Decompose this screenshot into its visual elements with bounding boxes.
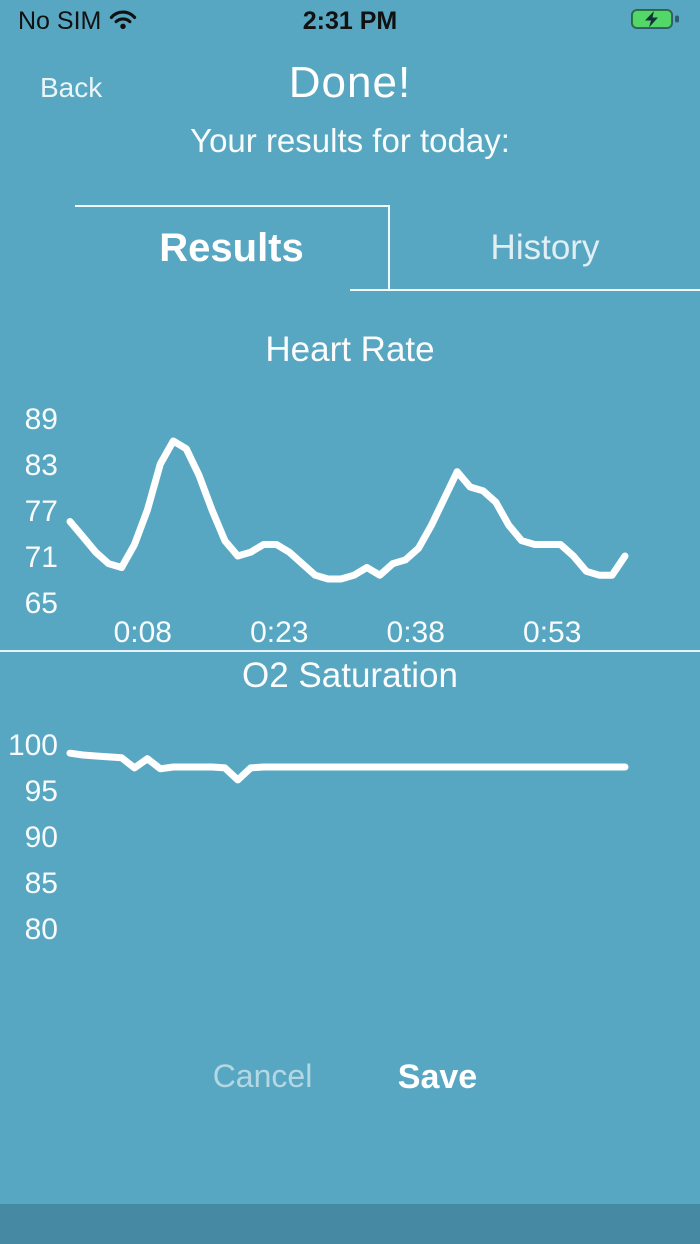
chart-data-line [66, 749, 629, 784]
wifi-icon [109, 9, 137, 34]
x-tick-label: 0:23 [250, 616, 308, 649]
heart-rate-chart: 89 83 77 71 65 0:08 0:23 0:38 0:53 [25, 403, 629, 649]
section-divider [0, 650, 700, 652]
chart-data-line [66, 437, 629, 583]
cancel-button[interactable]: Cancel [175, 1058, 350, 1095]
back-button[interactable]: Back [40, 72, 103, 103]
status-right [630, 6, 682, 37]
tab-border-top [75, 205, 390, 207]
y-tick-label: 89 [25, 403, 58, 436]
y-tick-label: 100 [8, 729, 58, 762]
tab-border-bottom [350, 289, 700, 291]
carrier-label: No SIM [18, 6, 102, 35]
page-title: Done! [288, 58, 412, 107]
page-subtitle: Your results for today: [190, 122, 510, 159]
y-tick-label: 80 [25, 913, 58, 946]
x-tick-label: 0:08 [114, 616, 172, 649]
tab-divider [388, 205, 390, 291]
battery-charging-icon [630, 6, 682, 37]
save-button[interactable]: Save [355, 1058, 520, 1097]
y-tick-label: 83 [25, 449, 58, 482]
y-tick-label: 85 [25, 867, 58, 900]
o2-saturation-chart: 100 95 90 85 80 [8, 729, 629, 946]
home-area-strip [0, 1204, 700, 1244]
tab-bar: Results History [0, 205, 700, 291]
tab-results[interactable]: Results [75, 205, 388, 291]
x-tick-label: 0:53 [523, 616, 581, 649]
tab-results-label: Results [159, 225, 304, 270]
y-tick-label: 65 [25, 587, 58, 620]
status-bar: No SIM 2:31 PM [0, 0, 700, 42]
o2-saturation-title: O2 Saturation [242, 656, 458, 695]
y-tick-label: 95 [25, 775, 58, 808]
tab-history[interactable]: History [390, 205, 700, 291]
status-left: No SIM [18, 7, 137, 36]
y-tick-label: 71 [25, 541, 58, 574]
tab-history-label: History [490, 228, 600, 267]
x-tick-label: 0:38 [387, 616, 445, 649]
y-tick-label: 90 [25, 821, 58, 854]
heart-rate-title: Heart Rate [265, 330, 435, 369]
y-tick-label: 77 [25, 495, 58, 528]
